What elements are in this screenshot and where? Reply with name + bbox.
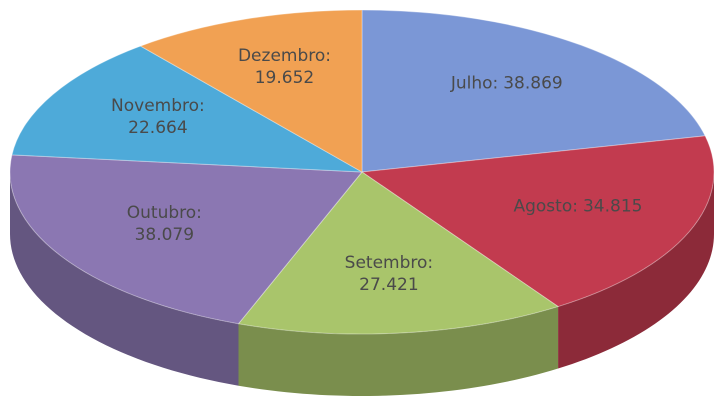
label-value: 34.815 xyxy=(583,196,642,216)
label-category: Agosto: xyxy=(513,196,577,216)
label-category: Julho: xyxy=(450,73,498,93)
slice-side xyxy=(558,172,714,369)
data-label: Setembro: 27.421 xyxy=(345,253,433,295)
label-value: 38.869 xyxy=(503,73,562,93)
label-category: Outubro: xyxy=(127,203,202,223)
data-label: Dezembro: 19.652 xyxy=(238,46,331,88)
label-category: Dezembro: xyxy=(238,46,331,66)
data-label: Agosto: 34.815 xyxy=(513,196,642,216)
label-category: Setembro: xyxy=(345,253,433,273)
slice xyxy=(11,45,363,173)
slice-side xyxy=(238,306,559,396)
data-label: Julho: 38.869 xyxy=(450,73,563,93)
slice xyxy=(237,171,560,335)
slice xyxy=(139,9,363,173)
slice xyxy=(9,154,364,325)
slice xyxy=(361,9,706,173)
slice-side xyxy=(10,172,239,386)
data-label: Outubro: 38.079 xyxy=(127,203,202,245)
slice xyxy=(360,135,715,308)
label-value: 38.079 xyxy=(135,225,194,245)
label-value: 27.421 xyxy=(359,275,418,295)
data-label: Novembro: 22.664 xyxy=(111,96,205,138)
label-category: Novembro: xyxy=(111,96,205,116)
label-value: 22.664 xyxy=(128,118,187,138)
label-value: 19.652 xyxy=(255,68,314,88)
